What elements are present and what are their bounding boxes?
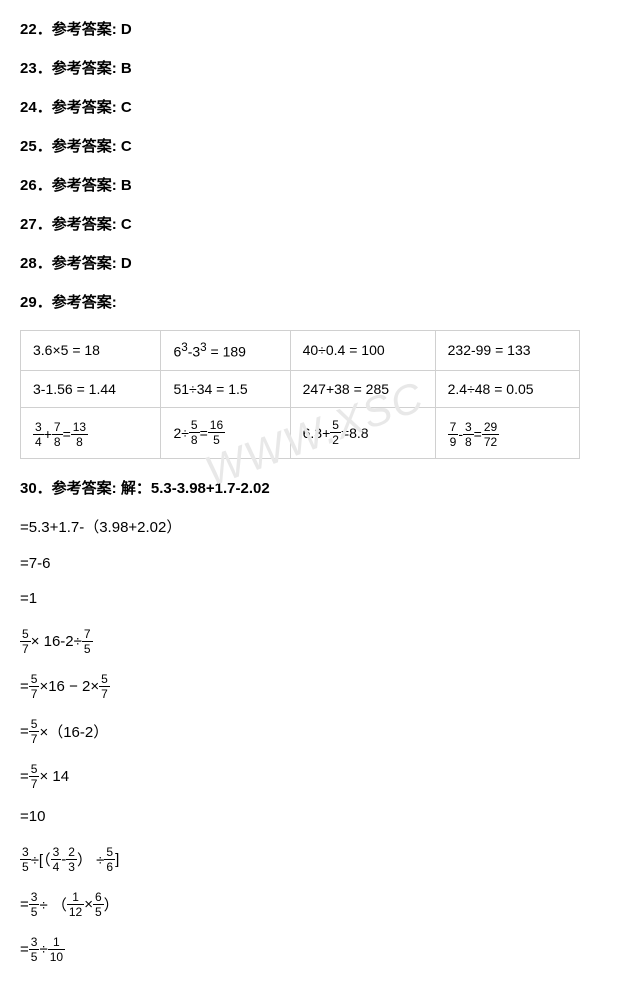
answer-label: 参考答案:: [52, 216, 117, 233]
answer-label: 参考答案:: [52, 255, 117, 272]
answer-label: 参考答案:: [52, 99, 117, 116]
table-cell: 34+78=138: [21, 407, 161, 458]
table-cell: 6.3+52=8.8: [290, 407, 435, 458]
table-cell: 79-38=2972: [435, 407, 579, 458]
calc-table: 3.6×5 = 1863-33 = 18940÷0.4 = 100232-99 …: [20, 330, 580, 459]
answer-line-23: 23．参考答案: B: [20, 57, 611, 78]
work-step: 57× 16-2÷75: [20, 625, 611, 655]
answer-line-28: 28．参考答案: D: [20, 252, 611, 273]
work-step: =35÷ 110: [20, 936, 611, 963]
answer-line-27: 27．参考答案: C: [20, 213, 611, 234]
answer-val: C: [121, 216, 132, 233]
table-row: 3-1.56 = 1.4451÷34 = 1.5247+38 = 2852.4÷…: [21, 370, 580, 407]
q29-header: 29．参考答案:: [20, 291, 611, 312]
answer-label: 参考答案:: [52, 138, 117, 155]
work-step: =1: [20, 590, 611, 607]
q29-label: 参考答案:: [52, 294, 117, 311]
answer-label: 参考答案:: [52, 21, 117, 38]
answer-num: 26: [20, 177, 37, 194]
answer-num: 25: [20, 138, 37, 155]
table-cell: 40÷0.4 = 100: [290, 331, 435, 371]
table-cell: 232-99 = 133: [435, 331, 579, 371]
answer-label: 参考答案:: [52, 177, 117, 194]
work-step: =10: [20, 808, 611, 825]
work-step: 35÷[（34-23） ÷56]: [20, 843, 611, 873]
answer-label: 参考答案:: [52, 60, 117, 77]
table-cell: 2.4÷48 = 0.05: [435, 370, 579, 407]
table-cell: 51÷34 = 1.5: [161, 370, 290, 407]
q30-header: 30．参考答案: 解：5.3-3.98+1.7-2.02: [20, 477, 611, 498]
answer-line-25: 25．参考答案: C: [20, 135, 611, 156]
answer-num: 27: [20, 216, 37, 233]
answer-val: C: [121, 99, 132, 116]
table-row: 3.6×5 = 1863-33 = 18940÷0.4 = 100232-99 …: [21, 331, 580, 371]
table-cell: 2÷58=165: [161, 407, 290, 458]
answer-line-24: 24．参考答案: C: [20, 96, 611, 117]
answer-num: 22: [20, 21, 37, 38]
answer-num: 23: [20, 60, 37, 77]
table-row: 34+78=1382÷58=1656.3+52=8.879-38=2972: [21, 407, 580, 458]
answer-num: 28: [20, 255, 37, 272]
table-cell: 3.6×5 = 18: [21, 331, 161, 371]
table-cell: 63-33 = 189: [161, 331, 290, 371]
work-step: =57× 14: [20, 763, 611, 790]
answer-line-22: 22．参考答案: D: [20, 18, 611, 39]
answer-val: C: [121, 138, 132, 155]
answer-num: 24: [20, 99, 37, 116]
work-step: =57×16 − 2×57: [20, 673, 611, 700]
work-step: =7-6: [20, 555, 611, 572]
work-step: =57×（16-2）: [20, 718, 611, 745]
table-cell: 3-1.56 = 1.44: [21, 370, 161, 407]
answer-val: D: [121, 255, 132, 272]
q29-num: 29: [20, 294, 37, 311]
answer-val: D: [121, 21, 132, 38]
work-step: =5.3+1.7-（3.98+2.02）: [20, 516, 611, 537]
answer-val: B: [121, 60, 132, 77]
answer-val: B: [121, 177, 132, 194]
answer-line-26: 26．参考答案: B: [20, 174, 611, 195]
work-step: =35÷ （112×65）: [20, 891, 611, 918]
table-cell: 247+38 = 285: [290, 370, 435, 407]
